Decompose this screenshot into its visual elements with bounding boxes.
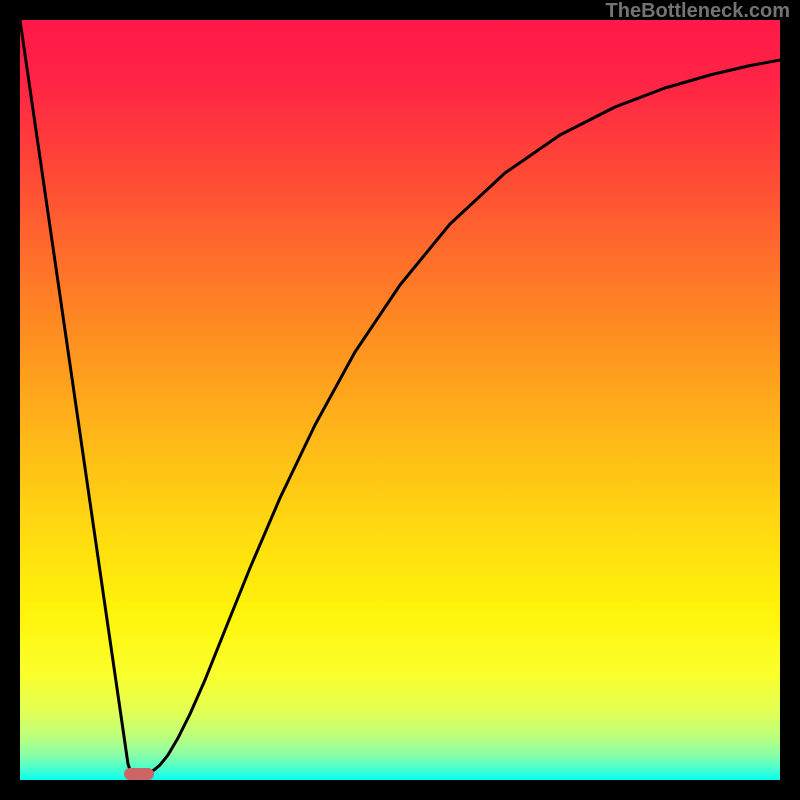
minimum-marker: [124, 768, 154, 780]
chart-container: TheBottleneck.com: [0, 0, 800, 800]
gradient-plot-area: [20, 20, 780, 780]
chart-svg: [0, 0, 800, 800]
watermark-text: TheBottleneck.com: [606, 0, 790, 23]
